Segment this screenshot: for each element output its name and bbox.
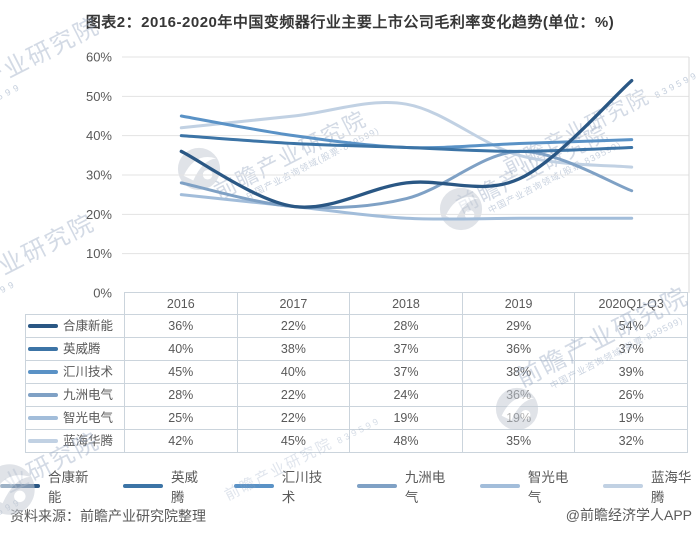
credit-note: @前瞻经济学人APP <box>565 507 692 523</box>
legend-item: 九洲电气 <box>356 466 454 506</box>
value-cell: 22% <box>237 407 351 430</box>
value-cell: 36% <box>462 338 576 361</box>
table-header-cell: 2018 <box>350 292 463 315</box>
value-cell: 26% <box>575 384 688 407</box>
y-axis-label: 20% <box>86 207 112 222</box>
value-cell: 37% <box>350 361 463 384</box>
value-cell: 19% <box>350 407 463 430</box>
series-swatch-icon <box>28 393 58 397</box>
value-cell: 48% <box>350 430 463 453</box>
value-cell: 24% <box>350 384 463 407</box>
table-header-cell: 2017 <box>237 292 351 315</box>
value-cell: 45% <box>237 430 351 453</box>
y-axis-label: 40% <box>86 128 112 143</box>
value-cell: 19% <box>575 407 688 430</box>
value-cell: 35% <box>462 430 576 453</box>
value-cell: 36% <box>462 384 576 407</box>
table-header-cell: 2016 <box>125 292 238 315</box>
series-swatch-icon <box>28 439 58 443</box>
value-cell: 42% <box>125 430 238 453</box>
y-axis-label: 0% <box>93 286 112 301</box>
legend-label: 合康新能 <box>47 470 89 505</box>
row-label-cell: 蓝海华腾 <box>25 430 125 453</box>
table-corner-cell <box>25 292 125 315</box>
value-cell: 22% <box>237 315 351 338</box>
value-cell: 38% <box>237 338 351 361</box>
table-header-cell: 2020Q1-Q3 <box>575 292 688 315</box>
value-cell: 28% <box>350 315 463 338</box>
value-cell: 25% <box>125 407 238 430</box>
legend-label: 蓝海华腾 <box>650 470 692 505</box>
line-chart: 0% 10% 20% 30% 40% 50% 60% <box>86 50 690 301</box>
value-cell: 29% <box>462 315 576 338</box>
legend-swatch-icon <box>123 484 163 488</box>
value-cell: 28% <box>125 384 238 407</box>
figure-title: 图表2：2016-2020年中国变频器行业主要上市公司毛利率变化趋势(单位：%) <box>85 14 615 31</box>
series-line-0 <box>179 78 634 209</box>
series-name: 英威腾 <box>63 342 101 356</box>
value-cell: 38% <box>462 361 576 384</box>
value-cell: 36% <box>125 315 238 338</box>
value-cell: 19% <box>462 407 576 430</box>
series-line-5 <box>179 101 634 169</box>
row-label-cell: 汇川技术 <box>25 361 125 384</box>
series-line-1 <box>179 134 634 153</box>
value-cell: 54% <box>575 315 688 338</box>
series-swatch-icon <box>28 370 58 374</box>
series-name: 九洲电气 <box>63 388 114 402</box>
y-axis-label: 10% <box>86 246 112 261</box>
y-axis-label: 50% <box>86 89 112 104</box>
legend-swatch-icon <box>0 484 40 488</box>
series-line-4 <box>179 193 634 221</box>
value-cell: 37% <box>350 338 463 361</box>
legend-label: 智光电气 <box>527 470 569 505</box>
source-note: 资料来源：前瞻产业研究院整理 <box>10 508 206 524</box>
series-name: 蓝海华腾 <box>63 434 114 448</box>
series-swatch-icon <box>28 324 58 328</box>
legend-swatch-icon <box>233 484 274 488</box>
value-cell: 32% <box>575 430 688 453</box>
y-axis-label: 30% <box>86 168 112 183</box>
legend-item: 合康新能 <box>0 466 97 506</box>
series-name: 合康新能 <box>63 319 114 333</box>
table-header-cell: 2019 <box>462 292 576 315</box>
y-axis-label: 60% <box>86 50 112 65</box>
series-swatch-icon <box>28 416 58 420</box>
legend-label: 汇川技术 <box>281 470 323 505</box>
series-swatch-icon <box>28 347 58 351</box>
row-label-cell: 智光电气 <box>25 407 125 430</box>
legend-item: 英威腾 <box>123 466 208 506</box>
row-label-cell: 九洲电气 <box>25 384 125 407</box>
series-name: 智光电气 <box>63 411 114 425</box>
legend-item: 汇川技术 <box>233 466 331 506</box>
legend-label: 英威腾 <box>171 470 198 505</box>
legend-item: 蓝海华腾 <box>602 466 700 506</box>
series-name: 汇川技术 <box>63 365 114 379</box>
legend-label: 九洲电气 <box>404 470 446 505</box>
legend-swatch-icon <box>356 484 397 488</box>
legend-swatch-icon <box>602 484 643 488</box>
value-cell: 40% <box>237 361 351 384</box>
value-cell: 40% <box>125 338 238 361</box>
legend-item: 智光电气 <box>479 466 577 506</box>
legend: 合康新能 英威腾 汇川技术 九洲电气 智光电气 蓝海华腾 <box>0 466 700 506</box>
value-cell: 22% <box>237 384 351 407</box>
data-table: 2016 2017 2018 2019 2020Q1-Q3 合康新能 36% 22% 28% 29… <box>25 292 688 453</box>
value-cell: 39% <box>575 361 688 384</box>
series-line-3 <box>179 149 634 210</box>
value-cell: 37% <box>575 338 688 361</box>
legend-swatch-icon <box>479 484 520 488</box>
value-cell: 45% <box>125 361 238 384</box>
row-label-cell: 合康新能 <box>25 315 125 338</box>
row-label-cell: 英威腾 <box>25 338 125 361</box>
